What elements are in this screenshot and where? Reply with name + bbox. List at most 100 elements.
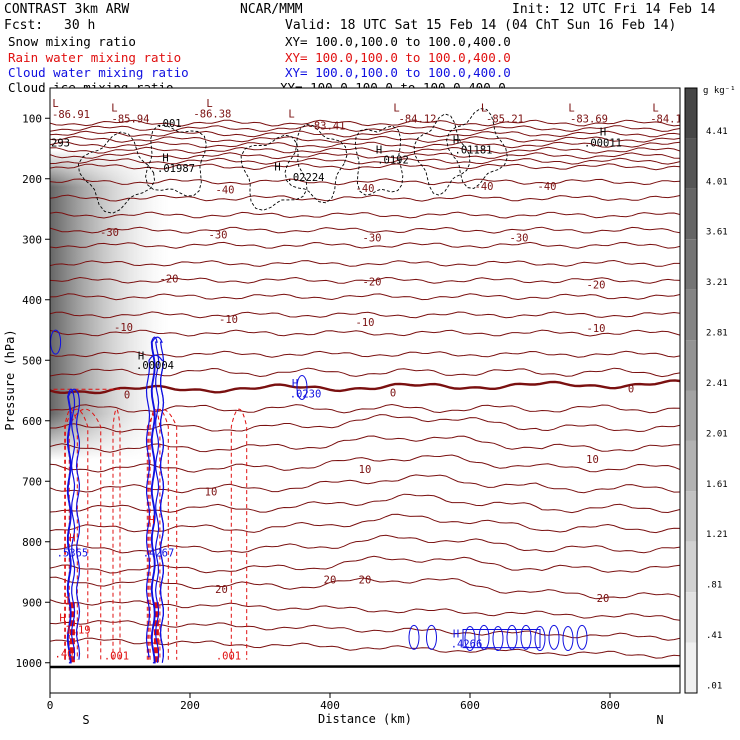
isotherm-label: 10 <box>586 454 599 466</box>
y-tick-label: 300 <box>22 233 42 246</box>
x-end-right-label: N <box>656 713 663 727</box>
colorbar-cell <box>685 88 697 139</box>
isotherm <box>50 194 680 202</box>
isotherm <box>50 576 680 600</box>
extremum-label: L <box>52 98 58 110</box>
isotherm-label: -10 <box>356 317 375 329</box>
extremum-label: L <box>288 108 294 120</box>
isotherm <box>50 311 680 319</box>
isotherm-label: 10 <box>359 464 372 476</box>
cloud-water-contour <box>478 624 490 650</box>
isotherm <box>50 130 680 138</box>
surface-line <box>49 664 681 669</box>
rain-contour <box>112 408 121 660</box>
x-axis: 0 200 400 600 800 <box>47 693 620 712</box>
extremum-label: .4267 <box>143 548 175 560</box>
cloud-water-contour <box>562 626 574 652</box>
colorbar-label: 2.41 <box>706 379 728 389</box>
y-tick-label: 500 <box>22 354 42 367</box>
cloud-water-contour <box>506 624 518 650</box>
isotherm <box>50 474 680 494</box>
isotherm-label: 20 <box>359 574 372 586</box>
extremum-label: H <box>292 378 298 390</box>
extremum-label: L <box>652 102 658 114</box>
x-tick-label: 0 <box>47 699 54 712</box>
x-tick-label: 600 <box>460 699 480 712</box>
isotherm <box>50 513 680 534</box>
extremum-label: -84.1 <box>650 113 682 125</box>
isotherm-label: -10 <box>219 314 238 326</box>
isotherm-label: -40 <box>538 181 557 193</box>
y-tick-label: 100 <box>22 112 42 125</box>
extremum-label: H <box>274 162 280 174</box>
field-snow-name: Snow mixing ratio <box>8 34 136 49</box>
extremum-label: -85.21 <box>486 113 524 125</box>
isotherm-label: -30 <box>363 232 382 244</box>
x-tick-label: 400 <box>320 699 340 712</box>
cloud-water-contour <box>462 628 541 649</box>
extremum-label: 293 <box>51 137 70 149</box>
y-tick-label: 200 <box>22 173 42 186</box>
colorbar-label: 3.61 <box>706 228 728 238</box>
extremum-label: .4266 <box>451 638 483 650</box>
y-tick-label: 1000 <box>16 657 43 670</box>
field-cloudwater-name: Cloud water mixing ratio <box>8 65 189 80</box>
fcst-value: 30 h <box>64 18 95 33</box>
isotherm <box>50 534 680 554</box>
cloud-water-contour <box>66 388 76 664</box>
isotherm-label: -30 <box>510 232 529 244</box>
extremum-label: H <box>69 533 75 545</box>
cloud-water-contour <box>548 624 560 650</box>
isotherm <box>50 163 680 171</box>
extremum-label: -86.38 <box>193 108 231 120</box>
colorbar: 4.41 4.01 3.61 3.21 2.81 2.41 2.01 1.61 1.21 .81.… <box>684 87 728 694</box>
colorbar-cell <box>685 239 697 290</box>
extremum-label: L <box>393 102 399 114</box>
isotherm <box>50 226 680 234</box>
extremum-label: .00011 <box>584 137 622 149</box>
cloud-water-contour <box>464 626 476 652</box>
cloud-water-contour <box>520 624 532 650</box>
isotherm <box>50 178 680 186</box>
extremum-label: .001 <box>216 650 241 662</box>
valid-time: Valid: 18 UTC Sat 15 Feb 14 (04 ChT Sun … <box>285 18 676 33</box>
isotherm <box>50 435 680 453</box>
isotherm-label: -30 <box>100 227 119 239</box>
extremum-label: 1 <box>64 595 70 607</box>
isotherm <box>50 414 680 433</box>
isotherm-label: 20 <box>215 584 228 596</box>
cloud-water-contours <box>50 329 588 664</box>
cloud-water-contour <box>145 354 165 658</box>
cloud-water-contour <box>492 626 504 652</box>
colorbar-label: .01 <box>706 681 722 691</box>
extremum-label: H <box>376 145 382 157</box>
cloud-water-contour <box>296 374 308 400</box>
isotherm-label: -40 <box>475 181 494 193</box>
isotherm-label: -40 <box>356 183 375 195</box>
isotherm <box>50 276 680 284</box>
extremum-label: .40 <box>55 649 74 661</box>
extremum-label: H <box>600 127 606 139</box>
isotherm <box>50 119 680 127</box>
colorbar-label: .41 <box>706 631 722 641</box>
colorbar-label: 4.41 <box>706 127 728 137</box>
cloud-water-contour <box>50 329 62 355</box>
field-snow-xy: XY= 100.0,100.0 to 100.0,400.0 <box>285 34 511 49</box>
extremum-label: -86.91 <box>52 109 90 121</box>
freezing-level-line <box>50 379 680 395</box>
model-title: CONTRAST 3km ARW <box>4 2 129 17</box>
cloud-water-contour <box>534 626 546 652</box>
extremum-label: -83.69 <box>570 113 608 125</box>
extremum-label: 1.19 <box>65 624 90 636</box>
cloud-water-contour <box>576 624 588 650</box>
isotherm-label: 0 <box>628 384 634 396</box>
extremum-label: H <box>162 153 168 165</box>
field-rain-name: Rain water mixing ratio <box>8 50 181 65</box>
plot-frame <box>49 87 681 694</box>
field-cloudwater-xy: XY= 100.0,100.0 to 100.0,400.0 <box>285 65 511 80</box>
y-tick-label: 900 <box>22 596 42 609</box>
extremum-label: .02224 <box>287 172 325 184</box>
fcst-label: Fcst: <box>4 18 43 33</box>
cloud-water-contour <box>67 388 81 664</box>
cloud-water-contour <box>426 624 437 650</box>
